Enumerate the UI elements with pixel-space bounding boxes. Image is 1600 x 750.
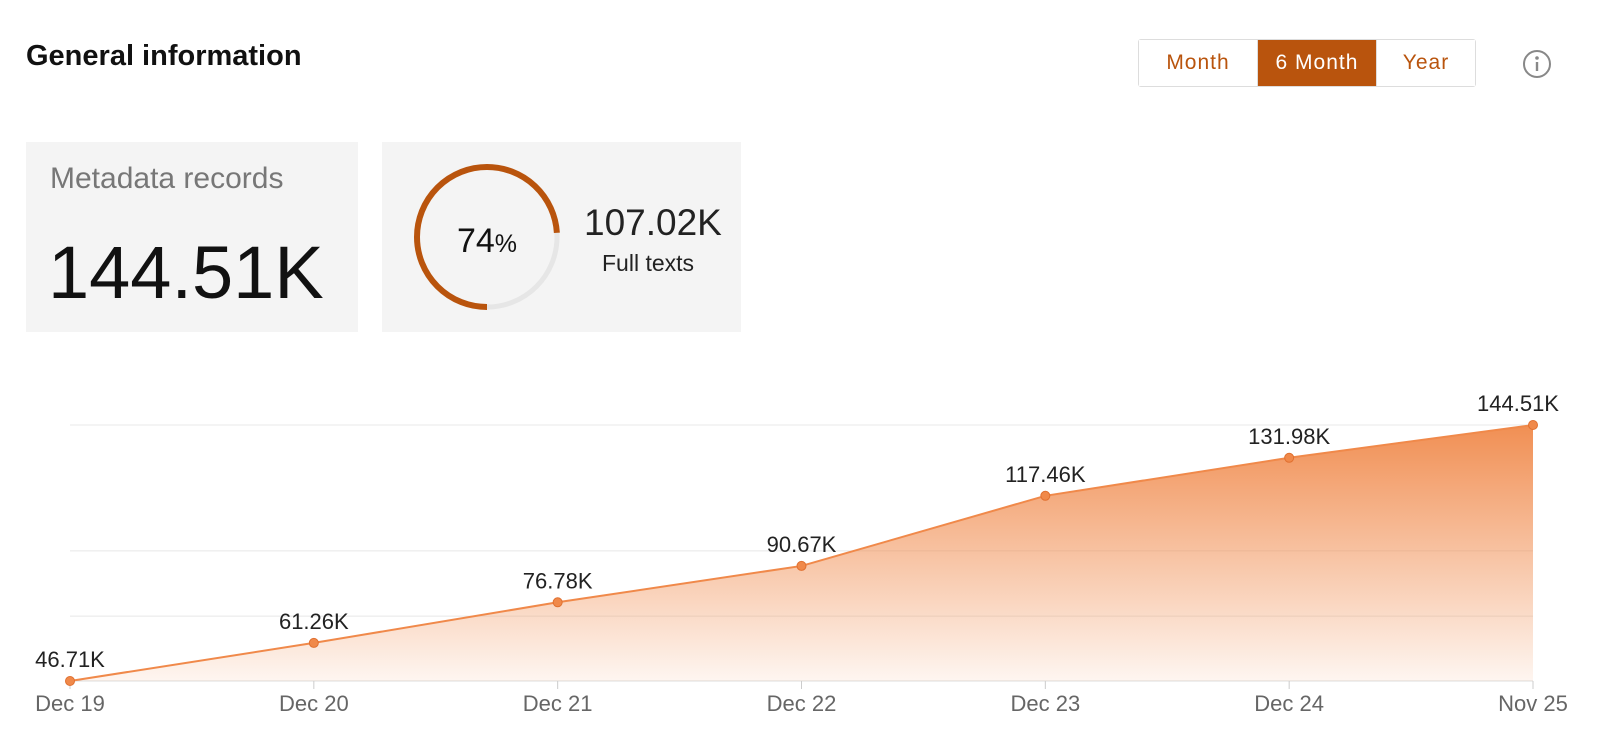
percent-value: 74 bbox=[456, 222, 495, 260]
point bbox=[1040, 490, 1051, 501]
donut-arc bbox=[414, 164, 560, 310]
point bbox=[1284, 452, 1295, 463]
x-tick-label: Dec 19 bbox=[35, 691, 105, 716]
value-label: 117.46K bbox=[1005, 462, 1086, 487]
point bbox=[308, 637, 319, 648]
donut-label: 74% bbox=[412, 222, 562, 261]
x-tick-label: Dec 21 bbox=[523, 691, 593, 716]
area bbox=[70, 425, 1533, 681]
stat-card: 74% 107.02K Full texts bbox=[382, 142, 741, 332]
point bbox=[1528, 420, 1538, 430]
x-tick-label: Dec 22 bbox=[767, 691, 837, 716]
chart: Dec 19 46.71K Dec 20 61.26K Dec 21 76.78K Dec … bbox=[35, 391, 1568, 716]
value-label: 76.78K bbox=[523, 568, 593, 593]
stat-label: Metadata records bbox=[50, 162, 284, 195]
donut bbox=[414, 164, 560, 310]
point bbox=[796, 560, 807, 571]
x-tick-label: Nov 25 bbox=[1498, 691, 1568, 716]
x-tick-label: Dec 24 bbox=[1254, 691, 1324, 716]
value-label: 61.26K bbox=[279, 609, 349, 634]
x-tick-label: Dec 20 bbox=[279, 691, 349, 716]
stat-value: 144.51K bbox=[48, 231, 324, 314]
range-button[interactable]: Year bbox=[1377, 40, 1475, 86]
info-icon[interactable] bbox=[1522, 49, 1552, 79]
stat-card: Metadata records 144.51K bbox=[26, 142, 358, 332]
percent-unit: % bbox=[494, 230, 518, 258]
stat-label: Full texts bbox=[602, 250, 695, 276]
range-toggle: Month 6 Month Year bbox=[1138, 39, 1476, 87]
x-tick-label: Dec 23 bbox=[1010, 691, 1080, 716]
value-label: 144.51K bbox=[1477, 391, 1559, 416]
range-button[interactable]: 6 Month bbox=[1258, 40, 1377, 86]
value-label: 46.71K bbox=[35, 647, 105, 672]
stat-value: 107.02K bbox=[584, 202, 722, 243]
point bbox=[552, 597, 563, 608]
section-title: General information bbox=[26, 40, 302, 72]
value-label: 90.67K bbox=[767, 532, 837, 557]
value-label: 131.98K bbox=[1248, 424, 1330, 449]
point bbox=[65, 676, 75, 686]
range-button[interactable]: Month bbox=[1139, 40, 1258, 86]
